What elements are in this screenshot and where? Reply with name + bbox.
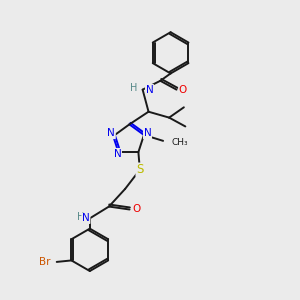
Text: N: N	[82, 213, 90, 223]
Text: CH₃: CH₃	[172, 138, 188, 147]
Text: O: O	[179, 85, 187, 94]
Text: Br: Br	[39, 257, 50, 267]
Text: H: H	[76, 212, 84, 222]
Text: N: N	[146, 85, 153, 94]
Text: N: N	[144, 128, 152, 139]
Text: N: N	[114, 148, 121, 159]
Text: O: O	[132, 205, 140, 214]
Text: S: S	[136, 163, 143, 176]
Text: N: N	[107, 128, 115, 139]
Text: H: H	[130, 83, 137, 93]
